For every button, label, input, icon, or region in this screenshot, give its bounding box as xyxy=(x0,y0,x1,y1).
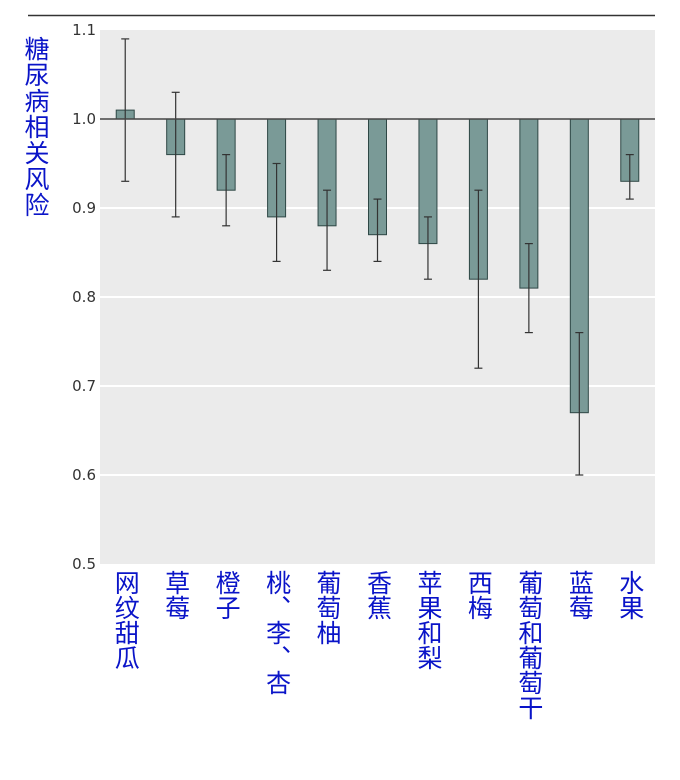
category-label: 草莓 xyxy=(161,570,191,620)
y-tick-label: 0.5 xyxy=(72,555,96,573)
category-label: 香蕉 xyxy=(363,570,393,620)
category-label: 葡萄柚 xyxy=(313,570,343,645)
y-tick-label: 0.7 xyxy=(72,377,96,395)
category-label: 苹果和梨 xyxy=(413,570,443,670)
category-label: 网纹甜瓜 xyxy=(111,570,141,670)
y-tick-label: 0.8 xyxy=(72,288,96,306)
y-tick-label: 0.6 xyxy=(72,466,96,484)
y-tick-label: 1.1 xyxy=(72,21,96,39)
y-axis-label: 糖尿病相关风险 xyxy=(21,36,50,218)
y-tick-label: 1.0 xyxy=(72,110,96,128)
category-label: 水果 xyxy=(615,570,645,620)
category-label: 葡萄和葡萄干 xyxy=(514,570,544,720)
category-label: 西梅 xyxy=(464,570,494,620)
y-tick-label: 0.9 xyxy=(72,199,96,217)
category-label: 蓝莓 xyxy=(565,570,595,620)
category-label: 桃、李、杏 xyxy=(262,570,292,695)
category-label: 橙子 xyxy=(212,570,242,620)
